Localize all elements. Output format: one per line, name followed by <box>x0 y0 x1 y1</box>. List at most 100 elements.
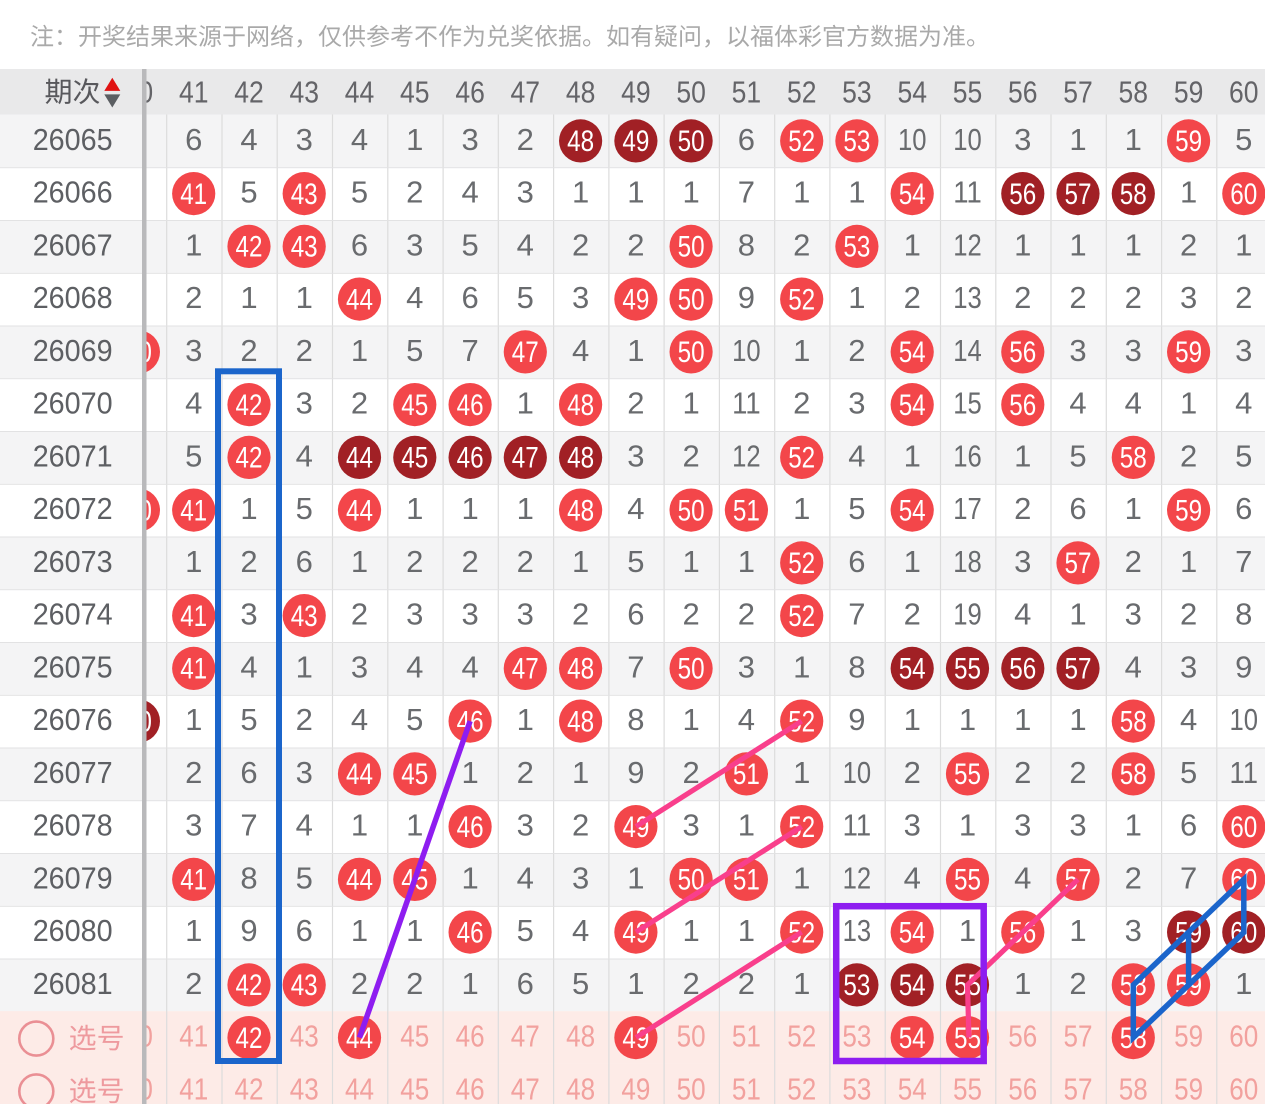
svg-text:3: 3 <box>185 808 202 843</box>
svg-text:3: 3 <box>517 597 534 632</box>
svg-text:54: 54 <box>897 75 927 110</box>
svg-text:1: 1 <box>351 808 368 843</box>
svg-text:2: 2 <box>351 386 368 421</box>
svg-text:2: 2 <box>517 755 534 790</box>
svg-text:41: 41 <box>180 653 207 686</box>
svg-text:6: 6 <box>240 755 257 790</box>
svg-text:3: 3 <box>1014 808 1031 843</box>
svg-text:56: 56 <box>1009 336 1036 369</box>
svg-text:1: 1 <box>1014 227 1031 262</box>
svg-text:2: 2 <box>296 333 313 368</box>
svg-text:59: 59 <box>1174 1019 1203 1054</box>
svg-text:1: 1 <box>1014 702 1031 737</box>
svg-text:1: 1 <box>627 333 644 368</box>
svg-text:9: 9 <box>1235 649 1252 684</box>
svg-text:26075: 26075 <box>33 649 113 684</box>
svg-text:60: 60 <box>1230 178 1257 211</box>
svg-text:1: 1 <box>959 702 976 737</box>
svg-text:3: 3 <box>848 386 865 421</box>
svg-text:1: 1 <box>185 913 202 948</box>
svg-text:47: 47 <box>511 75 541 110</box>
svg-text:55: 55 <box>954 864 981 897</box>
svg-text:2: 2 <box>793 386 810 421</box>
svg-text:49: 49 <box>622 125 649 158</box>
svg-text:9: 9 <box>738 280 755 315</box>
svg-text:3: 3 <box>240 597 257 632</box>
svg-text:1: 1 <box>517 702 534 737</box>
svg-text:1: 1 <box>240 491 257 526</box>
svg-text:7: 7 <box>240 808 257 843</box>
svg-text:1: 1 <box>627 175 644 210</box>
svg-text:54: 54 <box>898 1071 927 1104</box>
svg-text:51: 51 <box>732 1071 761 1104</box>
svg-text:44: 44 <box>346 442 373 475</box>
svg-text:48: 48 <box>566 75 596 110</box>
svg-text:1: 1 <box>296 280 313 315</box>
svg-text:26066: 26066 <box>33 175 113 210</box>
svg-text:5: 5 <box>572 966 589 1001</box>
svg-text:50: 50 <box>678 125 705 158</box>
svg-text:3: 3 <box>1180 280 1197 315</box>
svg-text:3: 3 <box>406 597 423 632</box>
svg-text:44: 44 <box>346 494 373 527</box>
svg-text:3: 3 <box>517 808 534 843</box>
svg-text:56: 56 <box>1008 75 1038 110</box>
svg-text:26081: 26081 <box>33 966 113 1001</box>
svg-text:1: 1 <box>793 755 810 790</box>
svg-text:12: 12 <box>732 438 761 473</box>
svg-text:58: 58 <box>1120 705 1147 738</box>
svg-text:54: 54 <box>899 389 926 422</box>
svg-text:3: 3 <box>461 597 478 632</box>
svg-text:2: 2 <box>240 333 257 368</box>
svg-text:3: 3 <box>461 122 478 157</box>
svg-text:3: 3 <box>185 333 202 368</box>
svg-text:5: 5 <box>296 491 313 526</box>
svg-text:58: 58 <box>1120 178 1147 211</box>
svg-text:5: 5 <box>517 280 534 315</box>
svg-text:26069: 26069 <box>33 333 113 368</box>
svg-text:49: 49 <box>622 916 649 949</box>
svg-text:1: 1 <box>185 702 202 737</box>
svg-text:3: 3 <box>296 755 313 790</box>
svg-text:57: 57 <box>1063 75 1093 110</box>
svg-text:6: 6 <box>351 227 368 262</box>
svg-text:2: 2 <box>406 175 423 210</box>
svg-text:6: 6 <box>296 913 313 948</box>
svg-text:1: 1 <box>738 544 755 579</box>
svg-text:48: 48 <box>566 1071 595 1104</box>
svg-text:1: 1 <box>1235 227 1252 262</box>
svg-text:60: 60 <box>1229 1019 1258 1054</box>
svg-text:10: 10 <box>953 122 982 157</box>
svg-text:1: 1 <box>904 438 921 473</box>
svg-text:3: 3 <box>1069 808 1086 843</box>
svg-text:53: 53 <box>842 1071 871 1104</box>
svg-text:59: 59 <box>1174 1071 1203 1104</box>
svg-text:2: 2 <box>185 966 202 1001</box>
svg-text:2: 2 <box>406 544 423 579</box>
svg-text:53: 53 <box>842 75 872 110</box>
svg-text:1: 1 <box>517 491 534 526</box>
svg-text:2: 2 <box>1014 280 1031 315</box>
svg-text:6: 6 <box>1069 491 1086 526</box>
svg-text:5: 5 <box>185 438 202 473</box>
svg-text:1: 1 <box>461 491 478 526</box>
svg-text:1: 1 <box>793 649 810 684</box>
svg-text:2: 2 <box>738 597 755 632</box>
svg-text:42: 42 <box>236 442 263 475</box>
svg-text:42: 42 <box>236 969 263 1002</box>
svg-text:2: 2 <box>738 966 755 1001</box>
svg-text:2: 2 <box>1014 755 1031 790</box>
svg-text:59: 59 <box>1175 336 1202 369</box>
svg-text:5: 5 <box>296 860 313 895</box>
svg-text:51: 51 <box>733 494 760 527</box>
svg-text:1: 1 <box>406 122 423 157</box>
svg-text:7: 7 <box>848 597 865 632</box>
svg-text:5: 5 <box>461 227 478 262</box>
svg-text:52: 52 <box>787 75 817 110</box>
svg-text:56: 56 <box>1008 1071 1037 1104</box>
svg-text:41: 41 <box>180 600 207 633</box>
svg-text:2: 2 <box>1125 860 1142 895</box>
svg-text:56: 56 <box>1009 389 1036 422</box>
svg-text:2: 2 <box>517 122 534 157</box>
svg-text:60: 60 <box>1230 811 1257 844</box>
